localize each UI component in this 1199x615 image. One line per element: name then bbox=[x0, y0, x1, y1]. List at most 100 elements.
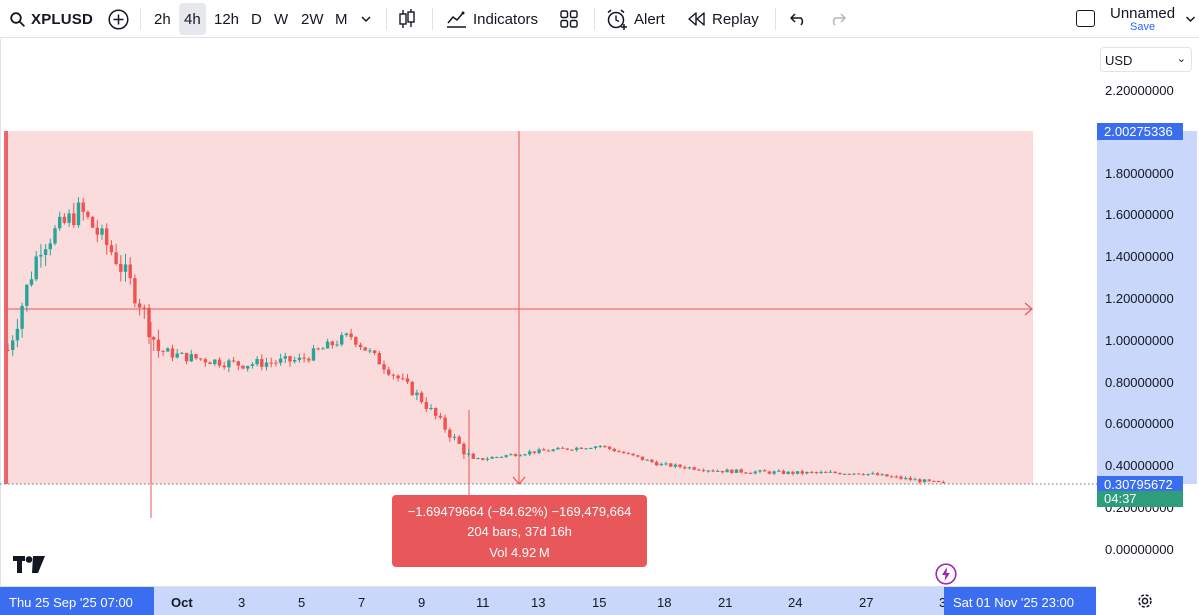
symbol-search[interactable]: XPLUSD bbox=[10, 0, 93, 38]
candle-body bbox=[466, 453, 471, 455]
alert-button[interactable]: Alert bbox=[606, 0, 665, 38]
candle-body bbox=[542, 449, 546, 451]
search-icon bbox=[10, 11, 25, 27]
candle-body bbox=[396, 375, 400, 379]
candle-body bbox=[720, 470, 725, 473]
redo-button[interactable] bbox=[829, 0, 846, 38]
candle-body bbox=[485, 458, 490, 460]
candle-body bbox=[481, 458, 485, 460]
candle-body bbox=[415, 392, 419, 396]
candle-body bbox=[161, 350, 165, 352]
candle-body bbox=[476, 458, 480, 460]
candle-body bbox=[617, 451, 621, 453]
candle-body bbox=[283, 356, 287, 359]
indicators-button[interactable]: Indicators bbox=[446, 0, 538, 38]
candle-body bbox=[622, 451, 626, 454]
candle-body bbox=[800, 471, 804, 474]
candle-body bbox=[852, 473, 856, 475]
candle-body bbox=[429, 407, 433, 409]
candle-body bbox=[570, 449, 574, 451]
candle-body bbox=[152, 337, 156, 340]
interval-w[interactable]: W bbox=[274, 10, 289, 28]
candle-body bbox=[748, 473, 753, 475]
candle-body bbox=[269, 362, 273, 364]
toolbar-divider bbox=[386, 8, 387, 30]
interval-d[interactable]: D bbox=[251, 10, 262, 28]
candle-body bbox=[565, 448, 569, 450]
interval-2w[interactable]: 2W bbox=[301, 10, 324, 28]
candle-body bbox=[58, 216, 62, 229]
candle-body bbox=[847, 473, 851, 475]
save-label[interactable]: Save bbox=[1130, 21, 1156, 33]
candle-body bbox=[354, 337, 358, 345]
interval-12h[interactable]: 12h bbox=[214, 10, 240, 28]
candle-body bbox=[260, 358, 264, 367]
chart-settings-button[interactable] bbox=[1137, 593, 1153, 614]
candle-body bbox=[410, 381, 414, 396]
candle-body bbox=[866, 473, 870, 475]
templates-button[interactable] bbox=[560, 0, 578, 38]
chart-pane[interactable] bbox=[0, 39, 1199, 615]
candle-body bbox=[199, 358, 203, 360]
candle-body bbox=[48, 243, 52, 250]
candle-body bbox=[15, 328, 20, 341]
tradingview-logo[interactable] bbox=[13, 556, 45, 579]
currency-select[interactable]: USD ⌄ bbox=[1100, 47, 1192, 72]
candle-body bbox=[227, 360, 231, 368]
layout-checkbox-icon[interactable] bbox=[1076, 10, 1095, 27]
chart-type-button[interactable] bbox=[398, 0, 416, 38]
time-tick-label: 21 bbox=[718, 595, 733, 610]
candle-body bbox=[330, 341, 334, 346]
candle-body bbox=[509, 454, 513, 456]
candle-body bbox=[67, 213, 71, 223]
candle-body bbox=[246, 365, 250, 369]
candle-body bbox=[175, 353, 179, 358]
candle-body bbox=[255, 358, 259, 365]
candle-body bbox=[908, 477, 913, 480]
candle-body bbox=[363, 347, 367, 351]
layout-menu-dropdown[interactable] bbox=[1185, 0, 1196, 38]
candle-body bbox=[875, 473, 880, 476]
replay-button[interactable]: Replay bbox=[688, 0, 759, 38]
candle-body bbox=[828, 471, 833, 473]
interval-m[interactable]: M bbox=[335, 10, 348, 28]
candle-body bbox=[654, 462, 659, 466]
candle-body bbox=[612, 448, 616, 452]
candle-body bbox=[471, 453, 475, 459]
undo-button[interactable] bbox=[790, 0, 807, 38]
candle-body bbox=[932, 480, 936, 482]
flash-button[interactable] bbox=[935, 563, 957, 590]
compare-symbol-button[interactable] bbox=[108, 0, 129, 38]
candle-body bbox=[217, 359, 222, 366]
candle-body bbox=[86, 211, 90, 217]
candle-body bbox=[316, 348, 320, 350]
candle-body bbox=[241, 365, 245, 369]
measure-left-edge bbox=[4, 131, 8, 484]
candle-body bbox=[927, 479, 931, 481]
interval-4h[interactable]: 4h bbox=[179, 3, 206, 35]
candle-body bbox=[434, 407, 438, 416]
candle-body bbox=[213, 359, 217, 365]
candle-body bbox=[913, 479, 917, 481]
interval-2h[interactable]: 2h bbox=[154, 10, 171, 28]
candle-body bbox=[575, 447, 579, 450]
candle-body bbox=[20, 305, 24, 329]
candle-body bbox=[123, 264, 128, 272]
candle-body bbox=[739, 469, 743, 473]
candle-body bbox=[546, 450, 551, 452]
candle-body bbox=[490, 457, 494, 459]
candle-body bbox=[335, 344, 339, 346]
measure-high-price-badge: 2.00275336 bbox=[1097, 123, 1183, 140]
interval-dropdown[interactable] bbox=[360, 0, 372, 38]
candle-body bbox=[532, 451, 537, 453]
candle-body bbox=[650, 459, 654, 463]
candle-body bbox=[321, 348, 325, 350]
candle-body bbox=[462, 443, 466, 455]
candle-body bbox=[631, 453, 635, 456]
time-range-highlight bbox=[0, 587, 1096, 615]
candle-body bbox=[692, 467, 696, 470]
price-tick-label: 1.20000000 bbox=[1105, 291, 1174, 306]
candle-body bbox=[556, 447, 560, 450]
layout-name[interactable]: Unnamed bbox=[1110, 5, 1176, 22]
